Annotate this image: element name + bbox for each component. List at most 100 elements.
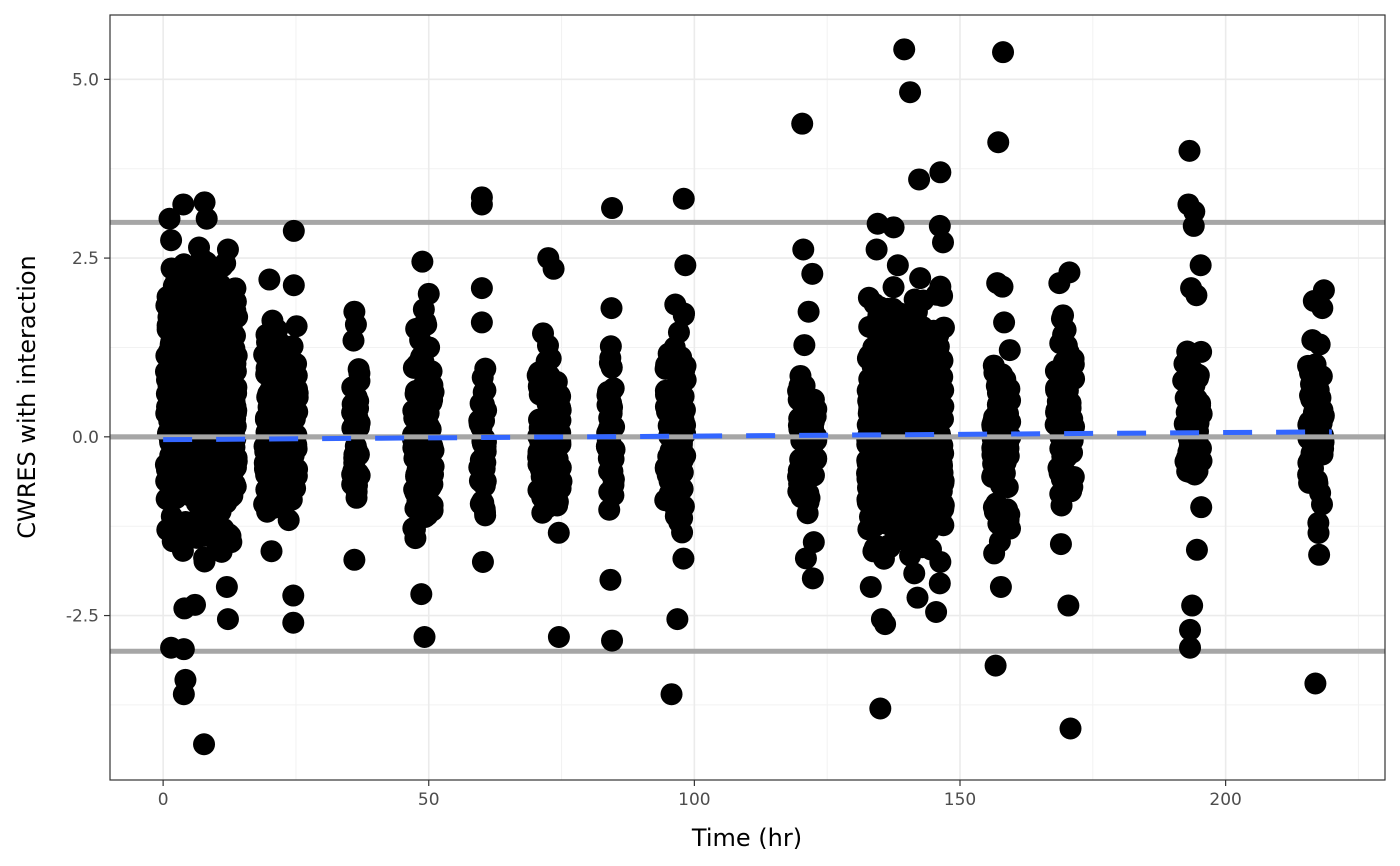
data-point	[872, 547, 895, 570]
x-axis-title: Time (hr)	[691, 824, 802, 852]
data-point	[343, 300, 366, 323]
data-point	[986, 430, 1009, 453]
y-tick-label: -2.5	[66, 607, 99, 627]
data-point	[258, 347, 281, 370]
data-point	[882, 216, 905, 239]
data-point	[274, 490, 297, 513]
data-point	[413, 626, 436, 649]
y-tick-label: 2.5	[72, 249, 99, 269]
data-point	[988, 530, 1011, 553]
data-point	[886, 254, 909, 277]
data-point	[1308, 333, 1331, 356]
data-point	[982, 354, 1005, 377]
data-point	[857, 518, 880, 541]
data-point	[216, 475, 239, 498]
data-point	[215, 491, 238, 514]
data-point	[928, 572, 951, 595]
data-point	[877, 365, 900, 388]
data-point	[989, 575, 1012, 598]
data-point	[599, 568, 622, 591]
data-point	[184, 593, 206, 616]
data-point	[601, 629, 624, 652]
data-point	[527, 376, 550, 399]
data-point	[672, 304, 695, 327]
data-point	[419, 457, 442, 480]
data-point	[215, 338, 238, 361]
data-point	[796, 502, 819, 525]
data-point	[1059, 717, 1082, 740]
data-point	[665, 499, 688, 522]
data-point	[216, 387, 239, 410]
data-point	[192, 524, 215, 547]
data-point	[1179, 636, 1202, 659]
data-point	[801, 262, 824, 285]
data-point	[931, 461, 954, 484]
data-point	[185, 361, 208, 384]
data-point	[405, 481, 428, 504]
data-point	[869, 697, 892, 720]
data-point	[932, 231, 954, 254]
data-point	[797, 300, 820, 323]
data-point	[215, 575, 238, 598]
data-point	[601, 465, 624, 488]
x-axis: 0 50 100 150 200	[158, 780, 1242, 810]
data-point	[928, 214, 951, 237]
data-point	[537, 439, 560, 462]
data-point	[548, 411, 571, 434]
data-point	[1179, 618, 1202, 641]
data-point	[188, 236, 211, 259]
trend-line-segment	[163, 429, 1332, 443]
data-point	[542, 257, 565, 280]
data-point	[160, 376, 183, 399]
data-point	[258, 268, 281, 291]
data-point	[908, 168, 931, 191]
data-point	[474, 430, 497, 453]
data-point	[884, 483, 907, 506]
x-tick-label: 0	[158, 790, 169, 810]
data-point	[273, 441, 296, 464]
data-point	[986, 393, 1009, 416]
data-point	[801, 567, 824, 590]
data-point	[158, 207, 181, 230]
data-point	[666, 608, 689, 631]
data-point	[1302, 289, 1325, 312]
data-point	[220, 452, 243, 475]
data-point	[471, 490, 494, 513]
data-point	[874, 613, 897, 636]
data-point	[470, 193, 493, 216]
data-point	[861, 463, 884, 486]
data-point	[173, 271, 196, 294]
data-point	[1182, 214, 1205, 237]
data-point	[998, 377, 1021, 400]
data-point	[598, 388, 621, 411]
data-point	[470, 471, 493, 494]
data-point	[177, 388, 200, 411]
data-point	[927, 324, 950, 347]
data-point	[1307, 511, 1330, 534]
data-point	[991, 275, 1014, 298]
data-point	[193, 550, 216, 573]
data-point	[163, 294, 186, 317]
data-point	[1046, 390, 1069, 413]
data-point	[165, 487, 188, 510]
x-tick-label: 50	[418, 790, 440, 810]
data-point	[343, 548, 366, 571]
data-point	[903, 562, 926, 585]
data-point	[1175, 401, 1198, 424]
data-point	[1304, 672, 1327, 695]
data-point	[597, 447, 620, 470]
data-point	[277, 509, 300, 532]
data-point	[917, 400, 940, 423]
data-point	[888, 515, 911, 538]
data-point	[672, 547, 695, 570]
data-point	[1058, 261, 1081, 284]
data-point	[657, 342, 680, 365]
data-point	[984, 654, 1007, 677]
data-point	[216, 608, 239, 631]
data-point	[344, 460, 367, 483]
data-point	[260, 540, 283, 563]
data-point	[193, 191, 216, 214]
data-point	[194, 396, 217, 419]
data-point	[1189, 254, 1212, 277]
data-point	[1057, 594, 1080, 617]
